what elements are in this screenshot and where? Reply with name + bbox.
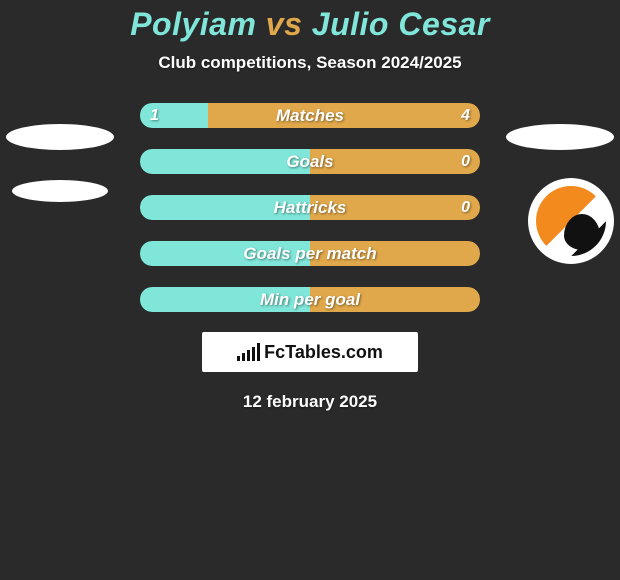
bar-label: Hattricks bbox=[140, 198, 480, 218]
chart-icon-bar bbox=[242, 353, 245, 361]
player2-club-crest-placeholder bbox=[506, 124, 614, 150]
logo-text-tables: Tables.com bbox=[285, 342, 383, 362]
logo-text-fc: Fc bbox=[264, 342, 285, 362]
stat-bar-hattricks: Hattricks0 bbox=[140, 195, 480, 220]
stat-bar-min-per-goal: Min per goal bbox=[140, 287, 480, 312]
bar-label: Min per goal bbox=[140, 290, 480, 310]
bar-label: Goals bbox=[140, 152, 480, 172]
bar-value-right: 4 bbox=[461, 107, 470, 125]
fctables-logo: FcTables.com bbox=[202, 332, 418, 372]
chart-icon-bar bbox=[237, 356, 240, 361]
bar-chart-icon bbox=[237, 343, 260, 361]
comparison-title: Polyiam vs Julio Cesar bbox=[130, 6, 490, 43]
stats-bars-column: Matches14Goals0Hattricks0Goals per match… bbox=[140, 103, 480, 312]
main-container: Polyiam vs Julio Cesar Club competitions… bbox=[0, 0, 620, 412]
club-badge-circle bbox=[528, 178, 614, 264]
bar-value-right: 0 bbox=[461, 199, 470, 217]
bar-label: Matches bbox=[140, 106, 480, 126]
bar-value-left: 1 bbox=[150, 107, 159, 125]
player2-name: Julio Cesar bbox=[312, 6, 490, 42]
player1-club-crest-placeholder bbox=[6, 124, 114, 150]
report-date: 12 february 2025 bbox=[243, 392, 377, 412]
stat-bar-goals-per-match: Goals per match bbox=[140, 241, 480, 266]
bar-label: Goals per match bbox=[140, 244, 480, 264]
player1-club-crest-placeholder-2 bbox=[6, 180, 114, 202]
chart-icon-bar bbox=[257, 343, 260, 361]
vs-separator: vs bbox=[266, 6, 303, 42]
ellipse-shape bbox=[506, 124, 614, 150]
ellipse-shape bbox=[6, 124, 114, 150]
season-subtitle: Club competitions, Season 2024/2025 bbox=[158, 53, 461, 73]
stat-bar-matches: Matches1 4 bbox=[140, 103, 480, 128]
chart-icon-bar bbox=[247, 350, 250, 361]
logo-text: FcTables.com bbox=[264, 342, 383, 363]
player2-club-badge bbox=[528, 178, 614, 264]
ellipse-shape bbox=[12, 180, 108, 202]
player1-name: Polyiam bbox=[130, 6, 256, 42]
stat-bar-goals: Goals0 bbox=[140, 149, 480, 174]
chart-icon-bar bbox=[252, 347, 255, 361]
club-badge-graphic bbox=[536, 186, 606, 256]
bar-value-right: 0 bbox=[461, 153, 470, 171]
